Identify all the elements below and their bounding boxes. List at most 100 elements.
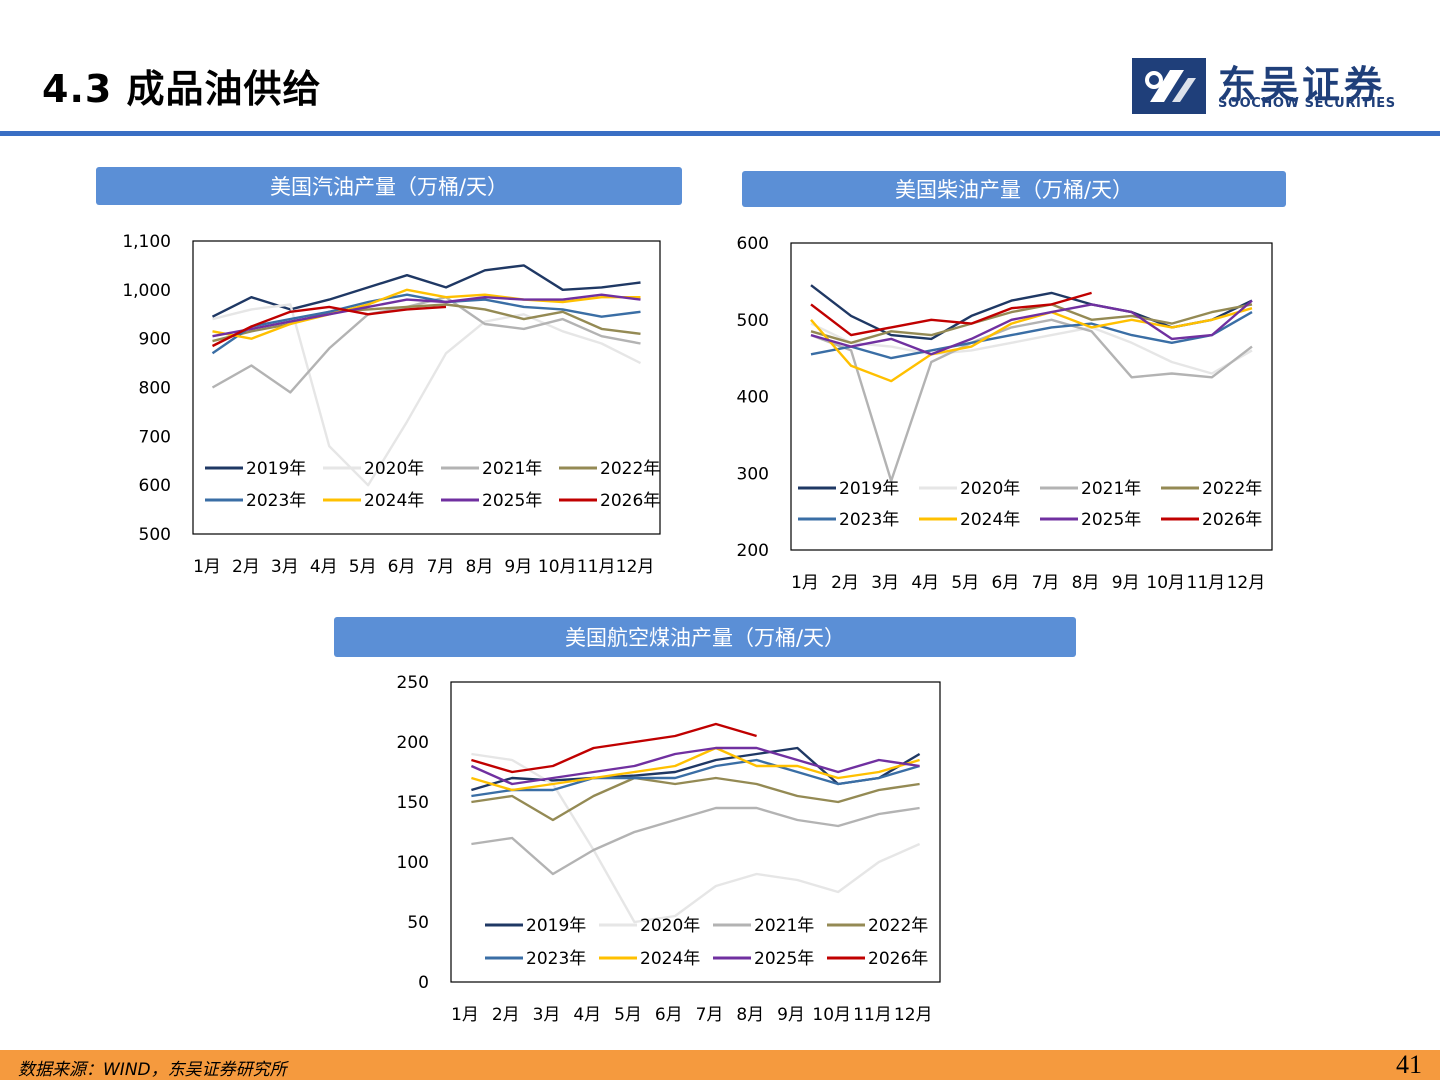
jet-series-line-3 — [471, 806, 920, 876]
diesel-x-tick-label: 11月 — [1187, 573, 1226, 593]
jet-series-line-7 — [470, 746, 920, 786]
jet-y-tick-label: 150 — [397, 793, 429, 813]
jet-x-tick-label: 4月 — [573, 1005, 601, 1025]
diesel-x-tick-label: 12月 — [1227, 573, 1266, 593]
diesel-legend-label: 2020年 — [960, 479, 1020, 499]
jet-x-tick-label: 5月 — [614, 1005, 642, 1025]
gasoline-legend-label: 2025年 — [482, 491, 542, 511]
gasoline-y-tick-label: 800 — [139, 379, 171, 399]
jet-legend-label: 2022年 — [868, 916, 928, 936]
chart-title-jet-fuel: 美国航空煤油产量（万桶/天） — [334, 617, 1076, 657]
diesel-series-line-3 — [810, 318, 1253, 483]
jet-legend-label: 2021年 — [754, 916, 814, 936]
gasoline-x-tick-label: 5月 — [349, 557, 377, 577]
chart-title-diesel: 美国柴油产量（万桶/天） — [742, 171, 1286, 207]
diesel-y-tick-label: 500 — [737, 311, 769, 331]
gasoline-x-tick-label: 10月 — [538, 557, 577, 577]
gasoline-y-tick-label: 1,100 — [122, 232, 171, 252]
diesel-series-line-2 — [810, 322, 1253, 375]
jet-series-line-5 — [471, 758, 920, 798]
jet-x-tick-label: 11月 — [853, 1005, 892, 1025]
diesel-y-tick-label: 600 — [737, 234, 769, 254]
diesel-x-tick-label: 10月 — [1146, 573, 1185, 593]
gasoline-x-tick-label: 6月 — [388, 557, 416, 577]
gasoline-y-tick-label: 500 — [139, 525, 171, 545]
diesel-legend-label: 2019年 — [839, 479, 899, 499]
diesel-series-line-7 — [810, 299, 1253, 356]
jet-series-line-8 — [471, 722, 757, 774]
diesel-x-tick-label: 6月 — [992, 573, 1020, 593]
chart-title-gasoline: 美国汽油产量（万桶/天） — [96, 167, 682, 205]
jet-legend-label: 2020年 — [640, 916, 700, 936]
gasoline-series-line-5 — [211, 293, 641, 355]
diesel-legend-label: 2024年 — [960, 510, 1020, 530]
jet-x-tick-label: 7月 — [696, 1005, 724, 1025]
diesel-plot-area — [790, 242, 1273, 551]
gasoline-legend-label: 2019年 — [246, 459, 306, 479]
gasoline-legend-label: 2022年 — [600, 459, 660, 479]
diesel-series-line-4 — [810, 303, 1253, 344]
jet-x-tick-label: 6月 — [655, 1005, 683, 1025]
gasoline-x-tick-label: 1月 — [193, 557, 221, 577]
jet-legend-label: 2019年 — [526, 916, 586, 936]
jet-x-tick-label: 10月 — [812, 1005, 851, 1025]
diesel-legend-label: 2025年 — [1081, 510, 1141, 530]
diesel-x-tick-label: 1月 — [791, 573, 819, 593]
diesel-y-tick-label: 200 — [737, 541, 769, 561]
page-number: 41 — [1396, 1050, 1422, 1079]
gasoline-x-tick-label: 12月 — [616, 557, 655, 577]
header-rule — [0, 131, 1440, 136]
diesel-x-tick-label: 5月 — [951, 573, 979, 593]
gasoline-x-tick-label: 2月 — [232, 557, 260, 577]
gasoline-series-line-7 — [212, 293, 641, 338]
footer-bar — [0, 1050, 1440, 1080]
diesel-x-tick-label: 8月 — [1072, 573, 1100, 593]
diesel-x-tick-label: 9月 — [1112, 573, 1140, 593]
diesel-x-tick-label: 2月 — [831, 573, 859, 593]
jet-y-tick-label: 200 — [397, 733, 429, 753]
gasoline-legend-label: 2020年 — [364, 459, 424, 479]
page-title: 4.3 成品油供给 — [42, 67, 322, 111]
diesel-legend-label: 2022年 — [1202, 479, 1262, 499]
jet-series-line-4 — [471, 776, 920, 822]
jet-y-tick-label: 50 — [407, 913, 429, 933]
gasoline-x-tick-label: 7月 — [427, 557, 455, 577]
diesel-legend-label: 2021年 — [1081, 479, 1141, 499]
jet-y-tick-label: 250 — [397, 673, 429, 693]
diesel-series-line-5 — [810, 311, 1253, 360]
gasoline-y-tick-label: 900 — [139, 330, 171, 350]
jet-legend-label: 2024年 — [640, 949, 700, 969]
gasoline-legend-label: 2021年 — [482, 459, 542, 479]
jet-x-tick-label: 9月 — [777, 1005, 805, 1025]
gasoline-x-tick-label: 9月 — [504, 557, 532, 577]
company-logo: 东吴证券 SOOCHOW SECURITIES — [1132, 56, 1412, 116]
jet-series-line-6 — [471, 746, 920, 792]
diesel-y-tick-label: 400 — [737, 388, 769, 408]
diesel-series-line-8 — [810, 291, 1092, 337]
logo-text-cn: 东吴证券 — [1218, 63, 1387, 107]
jet-y-tick-label: 100 — [397, 853, 429, 873]
gasoline-series-line-3 — [211, 296, 641, 394]
diesel-x-tick-label: 7月 — [1032, 573, 1060, 593]
jet-legend-label: 2025年 — [754, 949, 814, 969]
diesel-x-tick-label: 4月 — [911, 573, 939, 593]
jet-x-tick-label: 12月 — [894, 1005, 933, 1025]
diesel-legend-label: 2023年 — [839, 510, 899, 530]
gasoline-y-tick-label: 700 — [139, 427, 171, 447]
jet-x-tick-label: 2月 — [492, 1005, 520, 1025]
gasoline-y-tick-label: 1,000 — [122, 281, 171, 301]
jet-plot-area — [450, 681, 941, 983]
data-source-note: 数据来源：WIND，东吴证券研究所 — [18, 1060, 287, 1080]
gasoline-plot-area — [192, 240, 661, 535]
jet-legend-label: 2023年 — [526, 949, 586, 969]
gasoline-legend-label: 2023年 — [246, 491, 306, 511]
gasoline-series-line-2 — [212, 303, 642, 487]
gasoline-series-line-1 — [211, 264, 641, 318]
gasoline-x-tick-label: 4月 — [310, 557, 338, 577]
gasoline-legend-label: 2026年 — [600, 491, 660, 511]
diesel-x-tick-label: 3月 — [871, 573, 899, 593]
gasoline-x-tick-label: 8月 — [466, 557, 494, 577]
